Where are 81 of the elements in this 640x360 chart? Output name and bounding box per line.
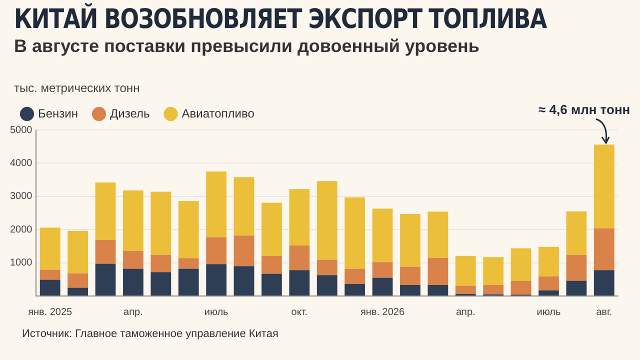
bar: [289, 246, 310, 270]
bar: [234, 266, 254, 296]
bar: [206, 264, 227, 296]
x-tick-label: окт.: [291, 306, 308, 318]
bar: [510, 248, 532, 281]
bar: [400, 266, 420, 286]
bar: [344, 197, 366, 269]
bar: [206, 237, 227, 264]
bar: [68, 288, 88, 296]
bar: [68, 273, 88, 288]
bar: [289, 189, 310, 246]
bar: [206, 172, 227, 238]
bar: [455, 286, 476, 294]
chart-subtitle: В августе поставки превысили довоенный уровень: [14, 36, 480, 57]
bar: [40, 270, 60, 280]
x-tick-label: апр.: [456, 306, 476, 318]
bar: [566, 280, 587, 296]
bar: [455, 256, 476, 286]
bar: [95, 182, 116, 240]
bar: [594, 144, 614, 228]
bar: [150, 192, 172, 255]
x-tick-label: июль: [536, 306, 561, 318]
bar: [234, 177, 254, 236]
bar: [316, 260, 338, 276]
text: Источник: Главное таможенное управление Китая: [22, 328, 278, 340]
bar: [262, 202, 282, 256]
bar: [123, 190, 144, 251]
bar: [483, 285, 504, 294]
bar: [40, 280, 60, 296]
y-tick-label: 2000: [10, 224, 33, 236]
bar: [234, 236, 254, 266]
legend-label: Бензин: [38, 106, 78, 120]
x-tick-label: янв. 2026: [360, 306, 405, 318]
bar: [289, 270, 310, 296]
bar: [123, 250, 144, 269]
bar: [68, 230, 88, 274]
legend-label: Дизель: [110, 106, 150, 120]
bar: [344, 284, 366, 296]
bar: [566, 211, 587, 255]
y-tick-label: 3000: [10, 191, 33, 202]
bar: [566, 254, 587, 281]
bar: [262, 256, 282, 274]
bar: [123, 268, 144, 296]
y-tick-label: 4000: [10, 158, 33, 169]
y-tick-label: 1000: [10, 258, 33, 269]
bar: [40, 228, 60, 270]
bar: [400, 214, 420, 267]
x-tick-label: июль: [204, 306, 228, 318]
bar: [178, 258, 199, 269]
bar: [150, 254, 172, 272]
bar: [372, 278, 393, 296]
y-tick-label: 5000: [10, 124, 33, 136]
bar: [428, 258, 448, 286]
bar: [178, 268, 199, 296]
bar: [594, 228, 614, 270]
bar: [344, 268, 366, 284]
bar: [95, 264, 116, 296]
bar: [538, 246, 559, 276]
annotation: ≈ 4,6 млн тонн: [538, 102, 630, 118]
y-axis-title: тыс. метрических тонн: [14, 81, 140, 95]
bar: [150, 272, 172, 296]
bar: [483, 257, 504, 286]
bar: [316, 181, 338, 260]
bar: [428, 285, 448, 296]
bar: [428, 212, 448, 258]
bar: [316, 275, 338, 296]
x-tick-label: апр.: [124, 306, 143, 318]
bar: [400, 285, 420, 296]
x-tick-label: янв. 2025: [28, 306, 73, 318]
bar: [372, 208, 393, 262]
bar: [178, 201, 199, 258]
bar: [262, 274, 282, 296]
bar: [594, 270, 614, 296]
bar: [372, 262, 393, 278]
bar: [538, 290, 559, 296]
bar: [510, 280, 532, 295]
chart-title: КИТАЙ ВОЗОБНОВЛЯЕТ ЭКСПОРТ ТОПЛИВА: [14, 4, 546, 35]
x-tick-label: авг.: [596, 306, 612, 318]
bar: [95, 240, 116, 264]
bar: [538, 276, 559, 290]
legend-label: Авиатопливо: [182, 106, 255, 120]
